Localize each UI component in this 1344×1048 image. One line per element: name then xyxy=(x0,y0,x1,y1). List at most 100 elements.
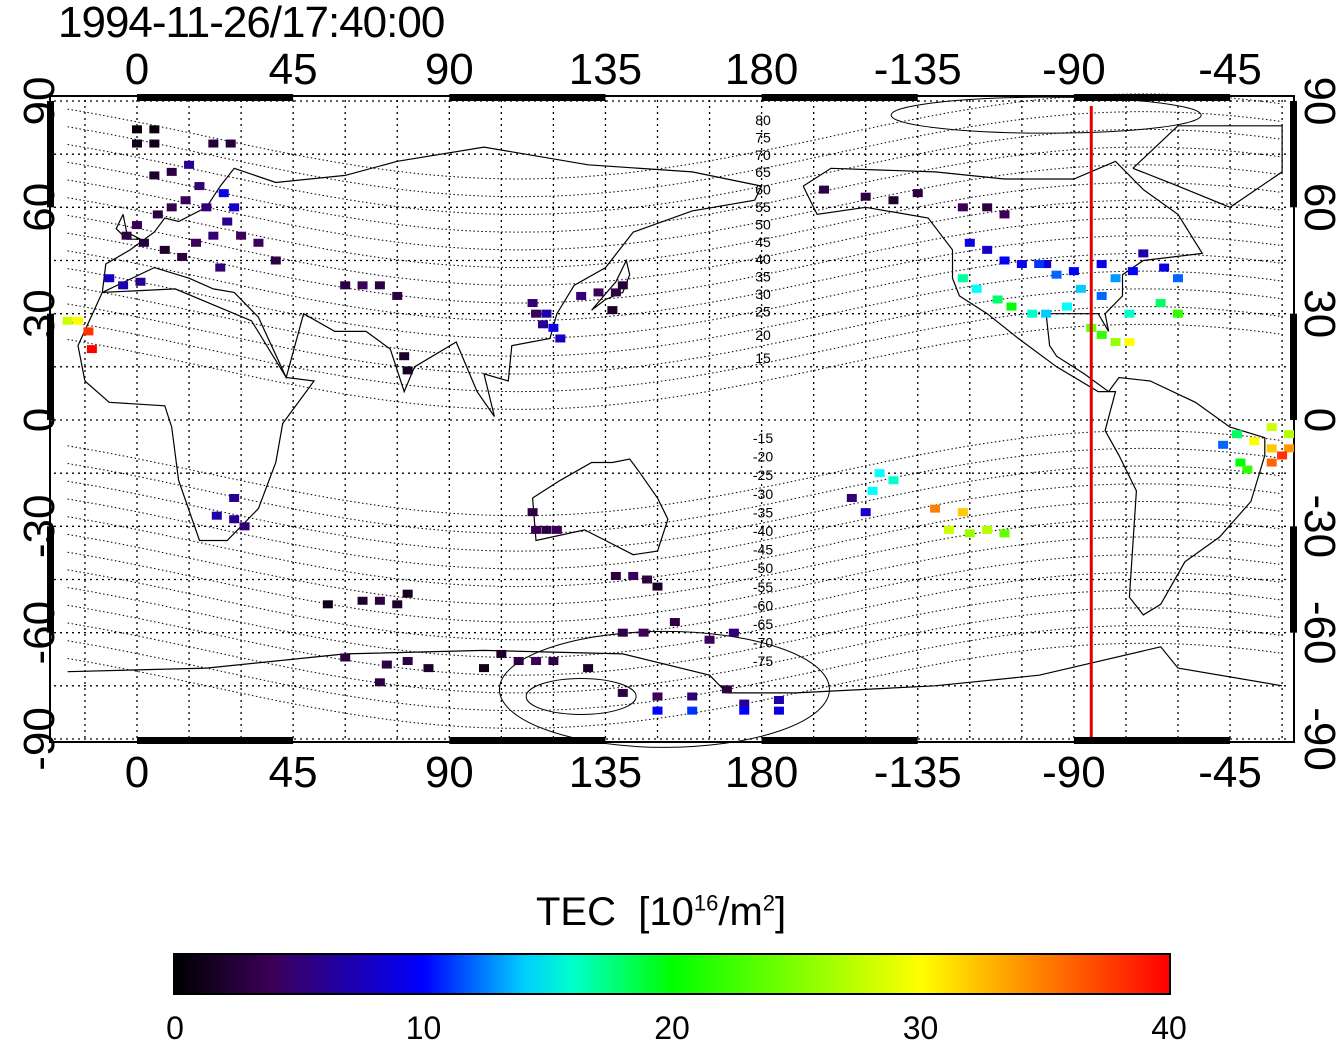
bottom-longitude-tick-label: 90 xyxy=(425,748,474,797)
top-longitude-tick-label: 135 xyxy=(569,45,642,94)
tec-data-point xyxy=(118,281,129,290)
left-latitude-tick-label: -60 xyxy=(15,601,64,665)
tec-data-point xyxy=(1051,270,1062,279)
tec-data-point xyxy=(687,692,698,701)
left-axis-bar xyxy=(47,313,54,420)
magnetic-latitude-label: 80 xyxy=(755,112,771,128)
tec-data-point xyxy=(229,203,240,212)
right-latitude-tick-label: -90 xyxy=(1295,707,1344,771)
tec-data-point xyxy=(610,571,621,580)
tec-data-point xyxy=(1127,267,1138,276)
tec-data-point xyxy=(964,529,975,538)
tec-data-point xyxy=(773,696,784,705)
bottom-axis-bar xyxy=(137,737,294,744)
tec-data-point xyxy=(1284,430,1295,439)
magnetic-latitude-label: -55 xyxy=(753,579,773,595)
magnetic-latitude-contour xyxy=(67,642,1283,729)
right-latitude-tick-label: 60 xyxy=(1295,183,1344,232)
bottom-axis-bar xyxy=(449,737,606,744)
tec-data-point xyxy=(159,245,170,254)
tec-data-point xyxy=(83,327,94,336)
magnetic-latitude-label: -45 xyxy=(753,542,773,558)
tec-data-point xyxy=(270,256,281,265)
tec-data-point xyxy=(867,486,878,495)
tec-data-point xyxy=(982,525,993,534)
top-longitude-tick-label: 0 xyxy=(125,45,149,94)
right-latitude-tick-label: 90 xyxy=(1295,77,1344,126)
tec-data-point xyxy=(1124,309,1135,318)
tec-data-point xyxy=(121,231,132,240)
top-longitude-tick-label: 90 xyxy=(425,45,474,94)
tec-data-point xyxy=(374,281,385,290)
magnetic-latitude-label: 40 xyxy=(755,251,771,267)
tec-data-point xyxy=(999,256,1010,265)
tec-data-point xyxy=(860,192,871,201)
magnetic-latitude-contour xyxy=(67,270,1283,357)
tec-data-point xyxy=(1231,430,1242,439)
tec-data-point xyxy=(607,306,618,315)
tec-data-point xyxy=(971,284,982,293)
tec-data-point xyxy=(166,167,177,176)
tec-data-point xyxy=(149,139,160,148)
tec-data-point xyxy=(1061,302,1072,311)
magnetic-latitude-contour xyxy=(67,625,1283,712)
timestamp-title: 1994-11-26/17:40:00 xyxy=(58,0,445,47)
tec-data-point xyxy=(1075,284,1086,293)
tec-data-point xyxy=(392,600,403,609)
tec-data-point xyxy=(527,299,538,308)
magnetic-latitude-label: 50 xyxy=(755,216,771,232)
right-axis-bar xyxy=(1290,101,1297,208)
tec-data-point xyxy=(1284,444,1295,453)
colorbar-tick-label: 40 xyxy=(1151,1010,1187,1046)
tec-data-point xyxy=(1027,309,1038,318)
tec-data-point xyxy=(357,596,368,605)
top-longitude-tick-label: 45 xyxy=(269,45,318,94)
tec-data-point xyxy=(1266,458,1277,467)
magnetic-latitude-contour xyxy=(67,500,1283,588)
magnetic-latitude-label: -75 xyxy=(753,653,773,669)
right-latitude-tick-label: -30 xyxy=(1295,495,1344,559)
tec-data-point xyxy=(132,139,142,148)
tec-data-point xyxy=(1096,260,1107,269)
tec-data-point xyxy=(225,139,236,148)
magnetic-latitude-label: 15 xyxy=(755,350,771,366)
magnetic-latitude-contour xyxy=(67,199,1283,286)
tec-data-point xyxy=(964,238,975,247)
tec-data-point xyxy=(1096,291,1107,300)
tec-data-point xyxy=(531,309,542,318)
tec-data-point xyxy=(1006,302,1017,311)
magnetic-latitude-contour xyxy=(67,252,1283,340)
tec-data-point xyxy=(374,678,385,687)
tec-data-point xyxy=(999,529,1010,538)
tec-data-point xyxy=(551,525,562,534)
tec-data-point xyxy=(399,352,410,361)
tec-data-point xyxy=(846,493,857,502)
magnetic-latitude-label: 35 xyxy=(755,269,771,285)
right-latitude-tick-label: -60 xyxy=(1295,601,1344,665)
magnetic-latitude-label: 55 xyxy=(755,199,771,215)
tec-data-point xyxy=(236,231,247,240)
colorbar-gradient xyxy=(173,953,1171,995)
tec-data-point xyxy=(957,508,968,517)
tec-data-point xyxy=(628,571,639,580)
tec-data-point xyxy=(340,653,351,662)
tec-data-point xyxy=(642,575,653,584)
tec-data-point xyxy=(527,508,538,517)
tec-data-point xyxy=(1041,309,1052,318)
tec-data-point xyxy=(1159,263,1170,272)
tec-data-point xyxy=(1110,274,1121,283)
tec-data-point xyxy=(819,185,830,194)
coastline-segment xyxy=(77,288,316,542)
north-magnetic-pole-contour xyxy=(890,96,1202,134)
tec-data-point xyxy=(593,288,604,297)
bottom-longitude-tick-label: -45 xyxy=(1198,748,1262,797)
tec-data-point xyxy=(392,291,403,300)
top-axis-bar xyxy=(449,94,606,101)
tec-data-point xyxy=(576,291,587,300)
magnetic-latitude-label: -15 xyxy=(753,430,773,446)
tec-data-point xyxy=(555,334,566,343)
tec-data-point xyxy=(132,221,142,230)
tec-data-point xyxy=(943,525,954,534)
tec-data-point xyxy=(610,288,621,297)
